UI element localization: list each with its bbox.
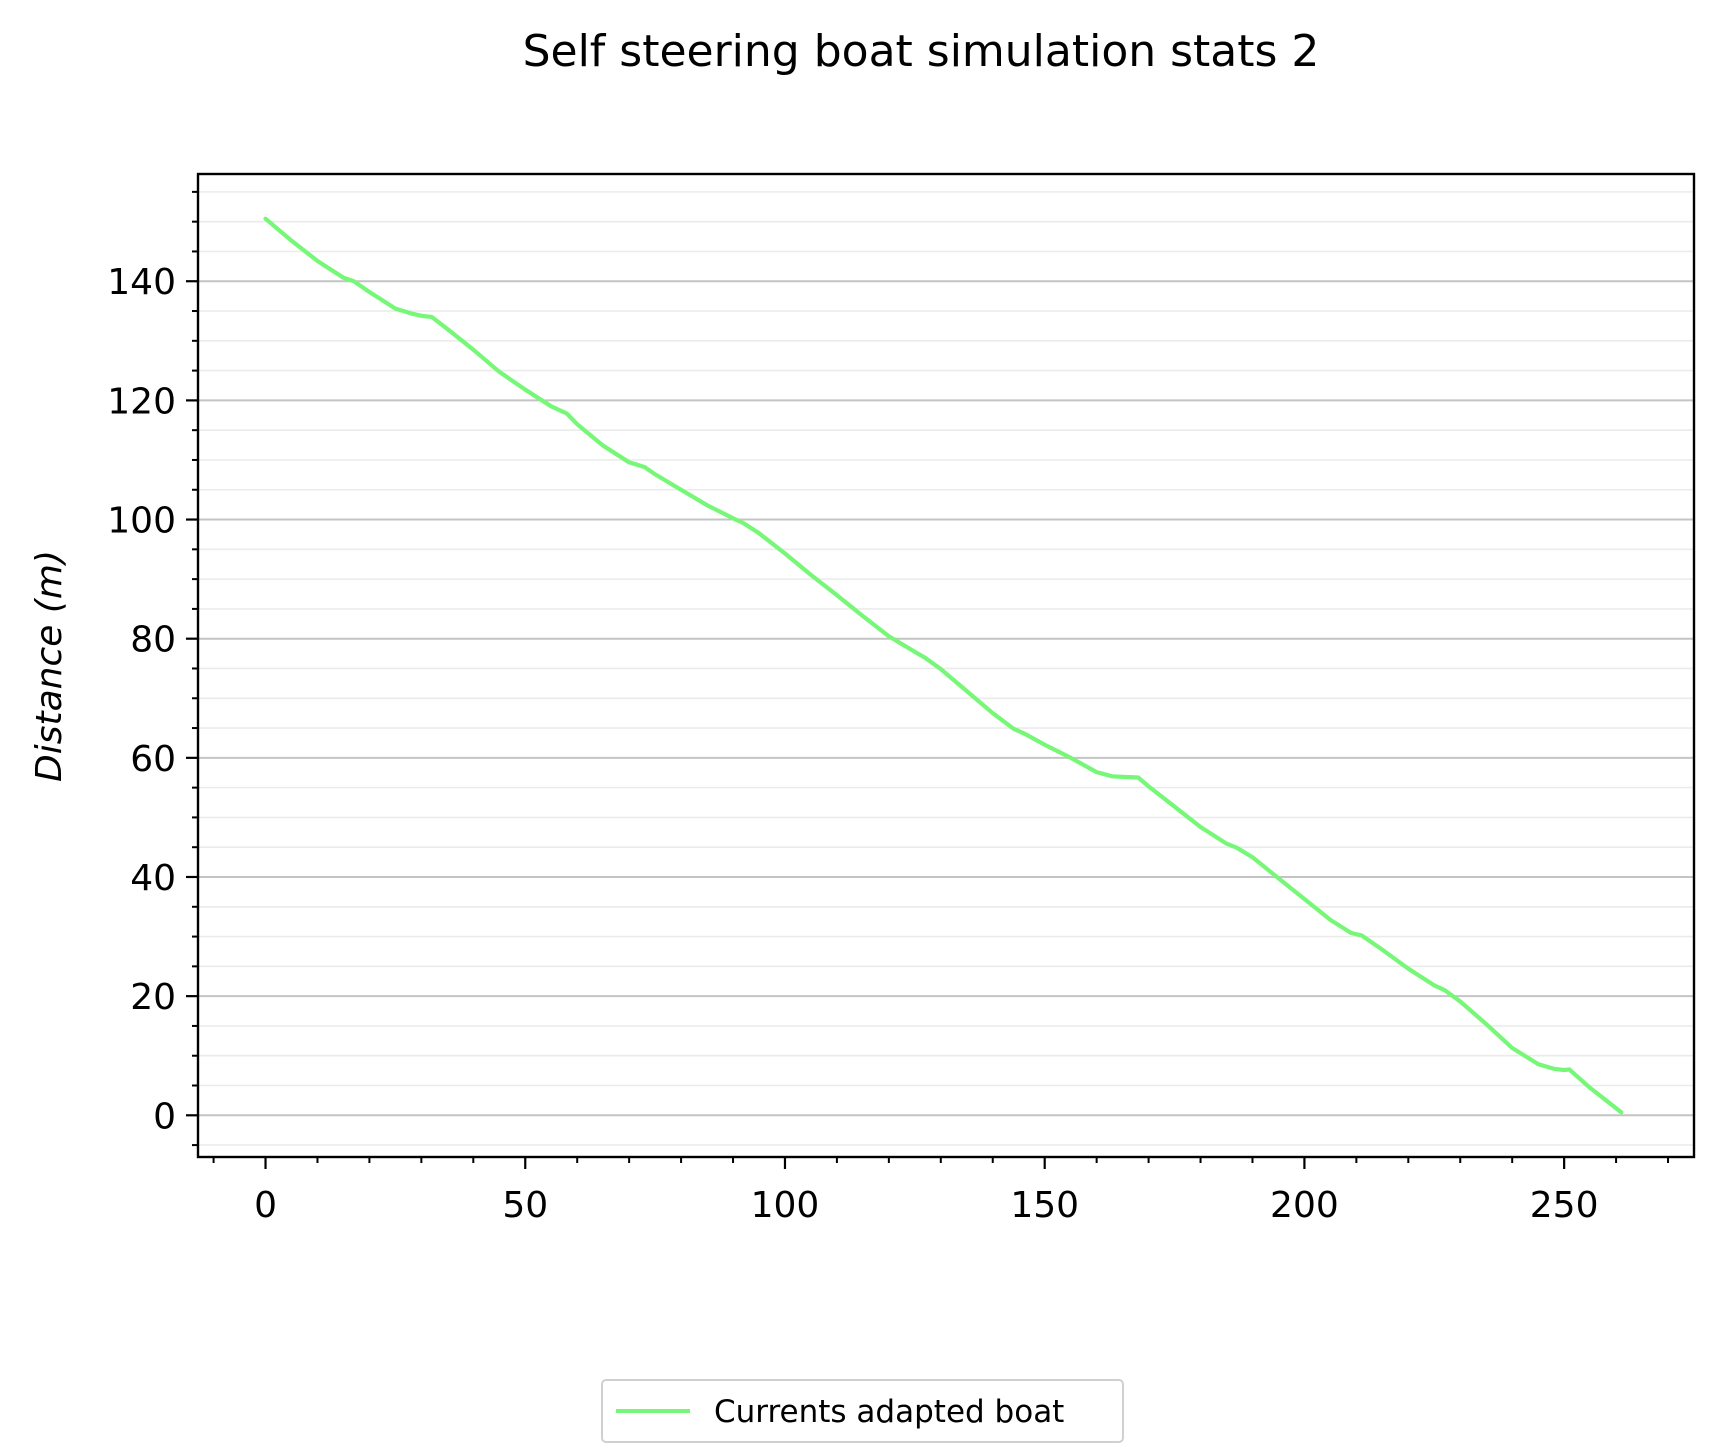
- x-tick-label: 200: [1270, 1185, 1339, 1226]
- plot-frame: [196, 172, 1696, 1159]
- x-tick-label: 100: [751, 1185, 820, 1226]
- y-axis: 0 20 40 60 80 100 120 140: [107, 190, 198, 1147]
- series-line: [263, 216, 1624, 1115]
- x-tick-label: 50: [502, 1185, 548, 1226]
- legend-label: Currents adapted boat: [714, 1394, 1064, 1430]
- y-axis-label: Distance (m): [29, 550, 70, 782]
- x-tick-label: 150: [1010, 1185, 1079, 1226]
- legend-box: [601, 1379, 1124, 1443]
- y-tick-label: 60: [130, 739, 176, 780]
- x-tick-label: 0: [254, 1185, 277, 1226]
- y-tick-label: 0: [153, 1096, 176, 1137]
- y-tick-label: 100: [107, 501, 176, 542]
- y-tick-label: 20: [130, 977, 176, 1018]
- legend: Currents adapted boat: [601, 1379, 1124, 1443]
- grid-lines: [198, 191, 1694, 1146]
- x-axis: 0 50 100 150 200 250: [212, 1157, 1670, 1226]
- y-tick-label: 120: [107, 381, 176, 422]
- y-tick-label: 40: [130, 858, 176, 899]
- chart-title: Self steering boat simulation stats 2: [523, 26, 1320, 77]
- y-tick-label: 80: [130, 620, 176, 661]
- series-lines: [263, 216, 1624, 1115]
- x-tick-label: 250: [1530, 1185, 1599, 1226]
- y-tick-label: 140: [107, 262, 176, 303]
